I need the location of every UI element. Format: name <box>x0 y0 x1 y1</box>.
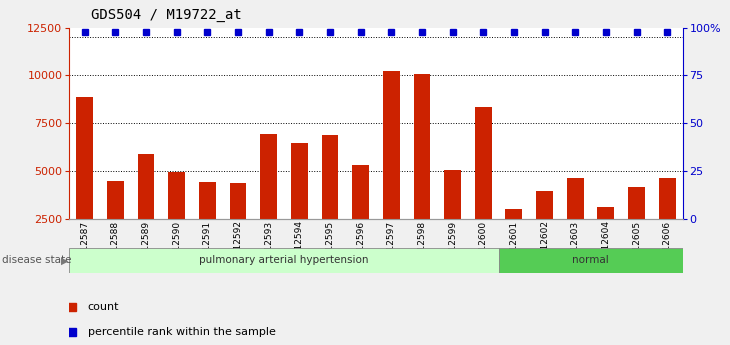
Bar <box>107 181 124 219</box>
Bar <box>291 144 308 219</box>
Text: disease state: disease state <box>2 256 72 265</box>
Bar <box>229 183 247 219</box>
Bar <box>536 191 553 219</box>
Bar <box>76 97 93 219</box>
FancyBboxPatch shape <box>69 248 499 273</box>
Bar <box>505 208 523 219</box>
Bar <box>444 170 461 219</box>
Text: percentile rank within the sample: percentile rank within the sample <box>88 327 276 337</box>
Bar <box>474 107 492 219</box>
Bar <box>658 178 676 219</box>
Bar <box>597 207 615 219</box>
Text: normal: normal <box>572 256 609 265</box>
Text: ▶: ▶ <box>61 256 69 265</box>
Bar <box>352 166 369 219</box>
FancyBboxPatch shape <box>499 248 683 273</box>
Bar <box>383 71 400 219</box>
Bar <box>628 187 645 219</box>
Bar <box>260 134 277 219</box>
Bar <box>566 178 584 219</box>
Bar <box>413 73 431 219</box>
Text: count: count <box>88 302 119 312</box>
Bar <box>168 172 185 219</box>
Bar <box>199 182 216 219</box>
Text: pulmonary arterial hypertension: pulmonary arterial hypertension <box>199 256 369 265</box>
Text: GDS504 / M19722_at: GDS504 / M19722_at <box>91 8 242 22</box>
Bar <box>137 154 155 219</box>
Bar <box>321 135 339 219</box>
